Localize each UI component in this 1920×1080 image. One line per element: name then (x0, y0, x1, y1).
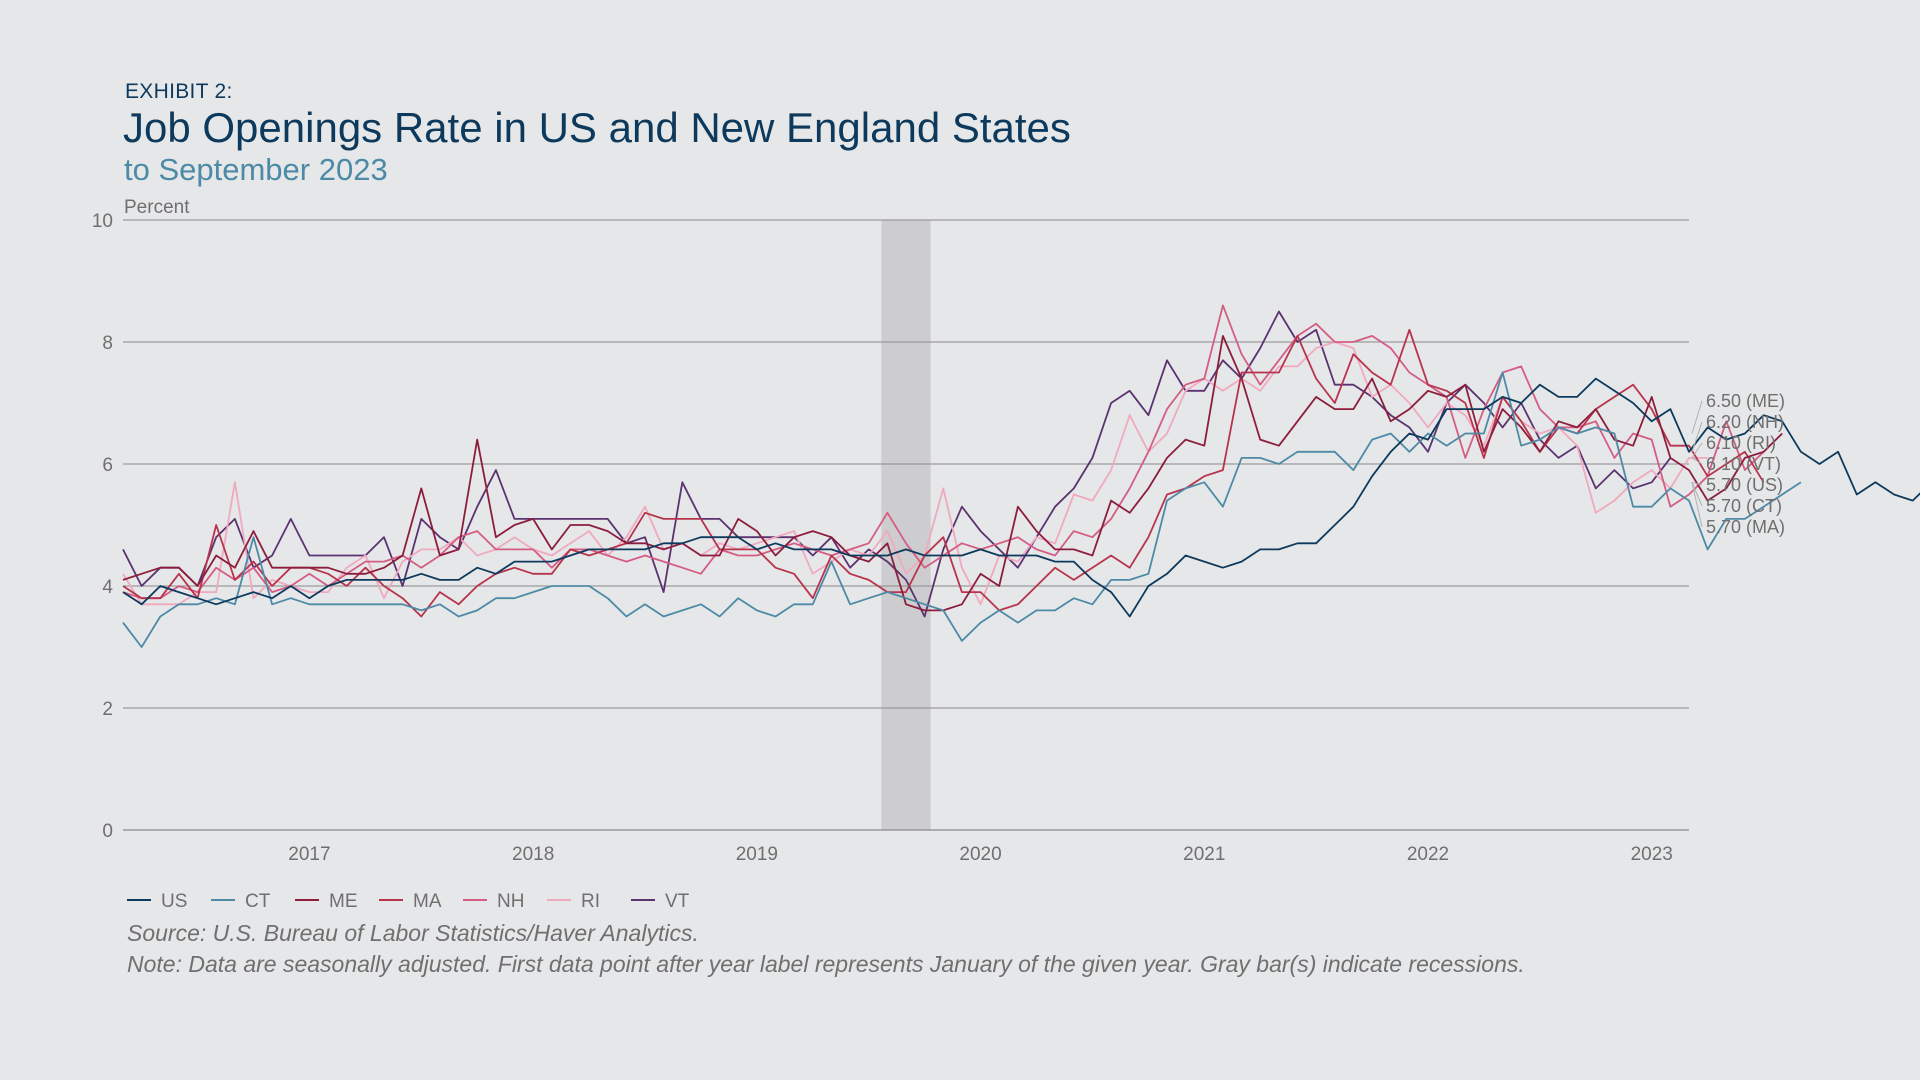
recession-bar (881, 220, 931, 830)
footnotes: Source: U.S. Bureau of Labor Statistics/… (127, 918, 1525, 980)
end-label-leader (1691, 421, 1703, 452)
exhibit-label: EXHIBIT 2: (125, 80, 233, 103)
end-value-label: 5.70 (CT) (1706, 496, 1782, 516)
series-line-ct (122, 371, 1802, 648)
legend-label-ri: RI (581, 891, 600, 912)
legend-label-me: ME (329, 891, 358, 912)
end-value-label: 6.10 (VT) (1706, 454, 1781, 474)
series-line-me (122, 334, 1783, 612)
y-tick-label: 10 (92, 211, 113, 232)
chart-subtitle: to September 2023 (124, 152, 388, 187)
x-tick-label: 2022 (1407, 844, 1449, 865)
end-label-leader (1691, 482, 1703, 528)
end-label-leader (1691, 400, 1703, 434)
legend-label-ct: CT (245, 891, 271, 912)
series-line-ri (122, 341, 1708, 606)
source-note: Source: U.S. Bureau of Labor Statistics/… (127, 920, 699, 946)
end-label-leader (1691, 457, 1703, 465)
series-line-nh (122, 304, 1765, 600)
x-tick-label: 2020 (959, 844, 1001, 865)
legend-label-vt: VT (665, 891, 690, 912)
y-axis-label: Percent (124, 197, 190, 218)
y-tick-label: 0 (102, 821, 113, 842)
end-value-label: 6.20 (NH) (1706, 412, 1784, 432)
y-tick-label: 4 (102, 577, 113, 598)
y-tick-label: 6 (102, 455, 113, 476)
end-label-leader (1691, 481, 1703, 486)
end-value-label: 5.70 (US) (1706, 475, 1783, 495)
x-tick-label: 2023 (1631, 844, 1673, 865)
y-tick-label: 8 (102, 333, 113, 354)
x-tick-label: 2019 (736, 844, 778, 865)
series-line-us (122, 377, 1920, 618)
chart-title: Job Openings Rate in US and New England … (123, 104, 1071, 151)
x-tick-label: 2021 (1183, 844, 1225, 865)
x-tick-label: 2018 (512, 844, 554, 865)
end-value-label: 6.10 (RI) (1706, 433, 1776, 453)
legend-label-us: US (161, 891, 187, 912)
end-label-leader (1691, 442, 1703, 459)
x-tick-label: 2017 (288, 844, 330, 865)
end-value-label: 6.50 (ME) (1706, 391, 1785, 411)
y-tick-label: 2 (102, 699, 113, 720)
legend-label-ma: MA (413, 891, 442, 912)
data-note: Note: Data are seasonally adjusted. Firs… (127, 951, 1525, 977)
end-value-label: 5.70 (MA) (1706, 517, 1785, 537)
end-label-leader (1691, 482, 1703, 507)
legend-label-nh: NH (497, 891, 524, 912)
